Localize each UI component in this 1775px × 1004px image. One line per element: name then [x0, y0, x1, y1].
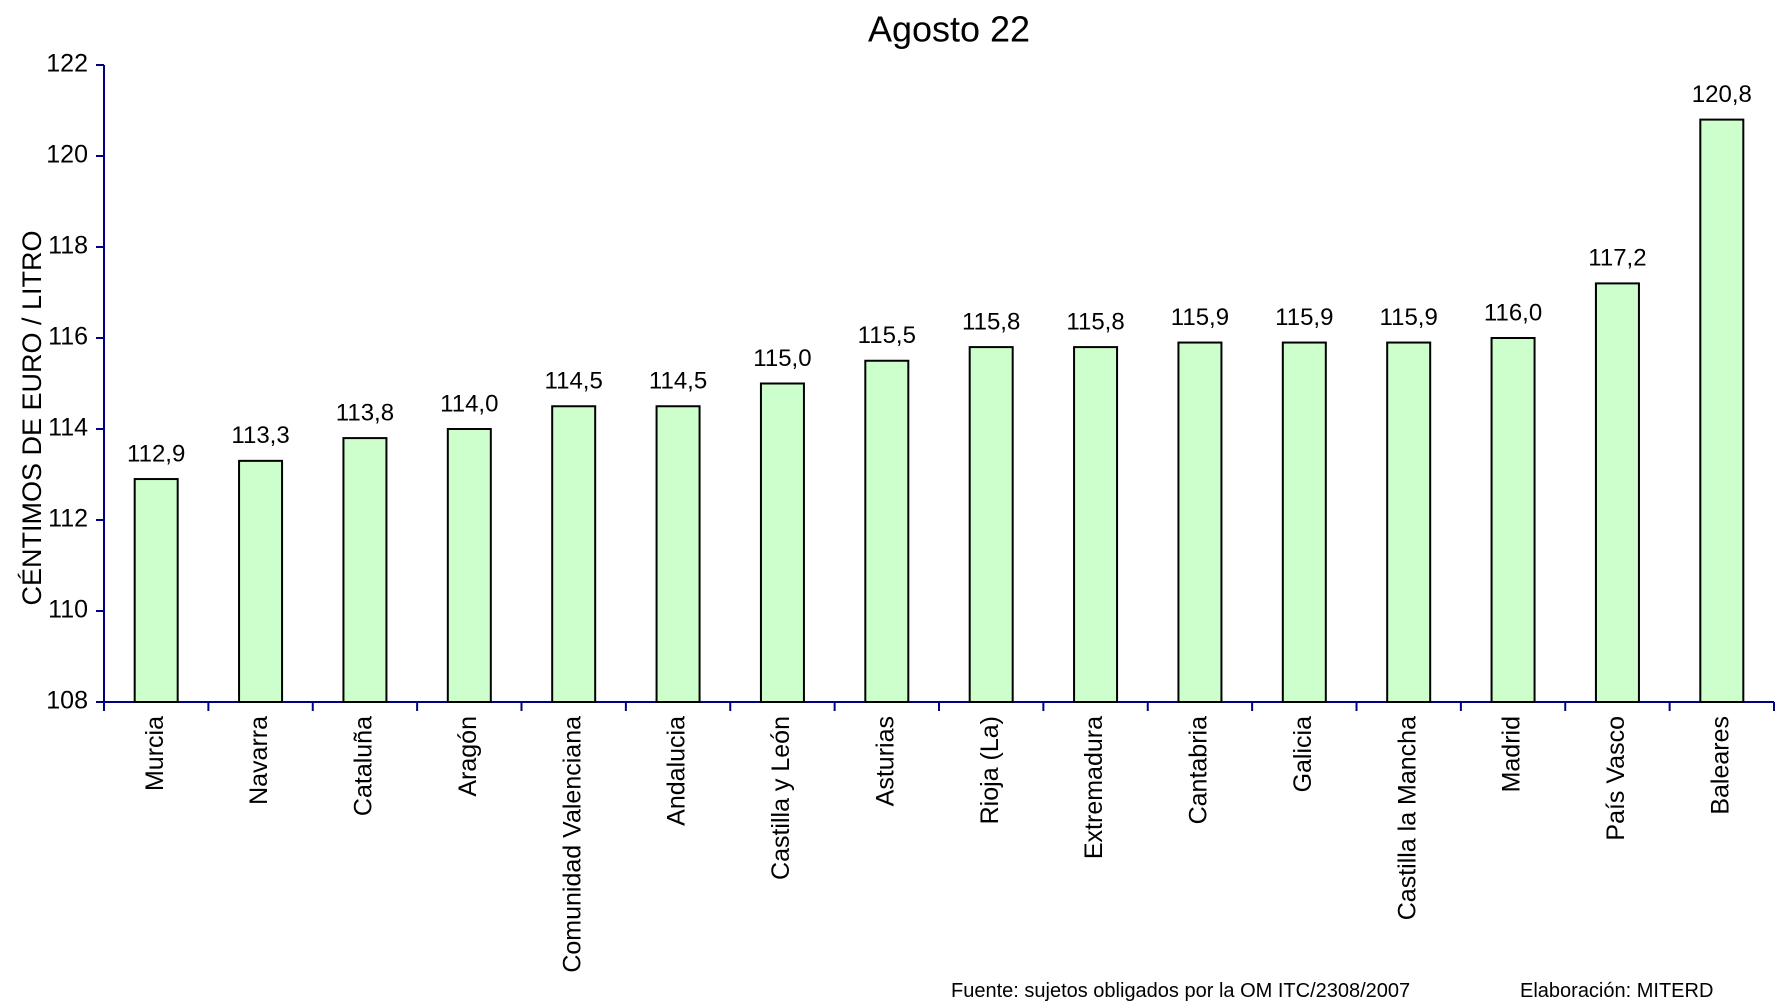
y-tick-label: 114 — [48, 414, 88, 442]
y-axis-label: CÉNTIMOS DE EURO / LITRO — [17, 230, 47, 605]
source-note: Fuente: sujetos obligados por la OM ITC/… — [951, 980, 1410, 1002]
x-tick-label: Murcia — [141, 716, 169, 791]
x-tick-label: Cantabria — [1185, 716, 1213, 824]
bar — [1177, 341, 1223, 703]
y-tick-label: 108 — [46, 687, 88, 715]
x-tick-label: País Vasco — [1602, 716, 1630, 841]
bar — [446, 428, 492, 703]
x-tick-label: Castilla la Mancha — [1393, 716, 1421, 920]
x-tick-label: Castilla y León — [767, 716, 795, 880]
value-label: 117,2 — [1588, 245, 1646, 272]
x-tick-label: Galicia — [1289, 716, 1317, 793]
value-label: 115,5 — [858, 322, 916, 349]
value-label: 112,9 — [127, 440, 185, 467]
y-tick-label: 118 — [48, 232, 88, 260]
bar — [1386, 341, 1432, 703]
bar — [238, 459, 284, 703]
x-tick-label: Extremadura — [1080, 716, 1108, 859]
value-label: 114,5 — [649, 368, 707, 395]
bar — [1281, 341, 1327, 703]
bar — [968, 346, 1014, 703]
x-tick-label: Rioja (La) — [976, 716, 1004, 824]
value-label: 113,8 — [336, 399, 394, 426]
value-label: 115,9 — [1171, 304, 1229, 331]
x-tick-label: Asturias — [871, 716, 899, 806]
bar — [342, 437, 388, 703]
x-tick-label: Aragón — [454, 716, 482, 797]
value-label: 115,0 — [753, 345, 811, 372]
x-tick-label: Comunidad Valenciana — [558, 716, 586, 973]
value-label: 113,3 — [231, 422, 289, 449]
bar — [1594, 282, 1640, 703]
y-tick-label: 122 — [46, 50, 88, 78]
bar — [655, 405, 701, 703]
value-label: 115,9 — [1275, 304, 1333, 331]
x-tick-label: Navarra — [245, 716, 273, 805]
bar — [1699, 118, 1745, 704]
value-label: 116,0 — [1484, 299, 1542, 326]
x-tick-label: Andalucia — [663, 716, 691, 826]
y-tick-label: 112 — [48, 505, 88, 533]
bar — [1490, 337, 1536, 703]
value-label: 115,9 — [1380, 304, 1438, 331]
bar — [1073, 346, 1119, 703]
y-tick-label: 116 — [48, 323, 88, 351]
x-tick-label: Cataluña — [350, 716, 378, 816]
credit-note: Elaboración: MITERD — [1520, 980, 1713, 1002]
value-label: 114,5 — [545, 368, 603, 395]
bar — [759, 382, 805, 703]
value-label: 115,8 — [1066, 308, 1124, 335]
x-tick-label: Madrid — [1498, 716, 1526, 792]
bar — [864, 359, 910, 703]
y-tick-label: 120 — [46, 141, 88, 169]
x-tick-label: Baleares — [1706, 716, 1734, 815]
y-tick-label: 110 — [48, 596, 88, 624]
value-label: 114,0 — [440, 390, 498, 417]
chart-title: Agosto 22 — [868, 9, 1030, 50]
bar — [551, 405, 597, 703]
bar — [133, 478, 179, 703]
value-label: 115,8 — [962, 308, 1020, 335]
value-label: 120,8 — [1692, 81, 1752, 108]
